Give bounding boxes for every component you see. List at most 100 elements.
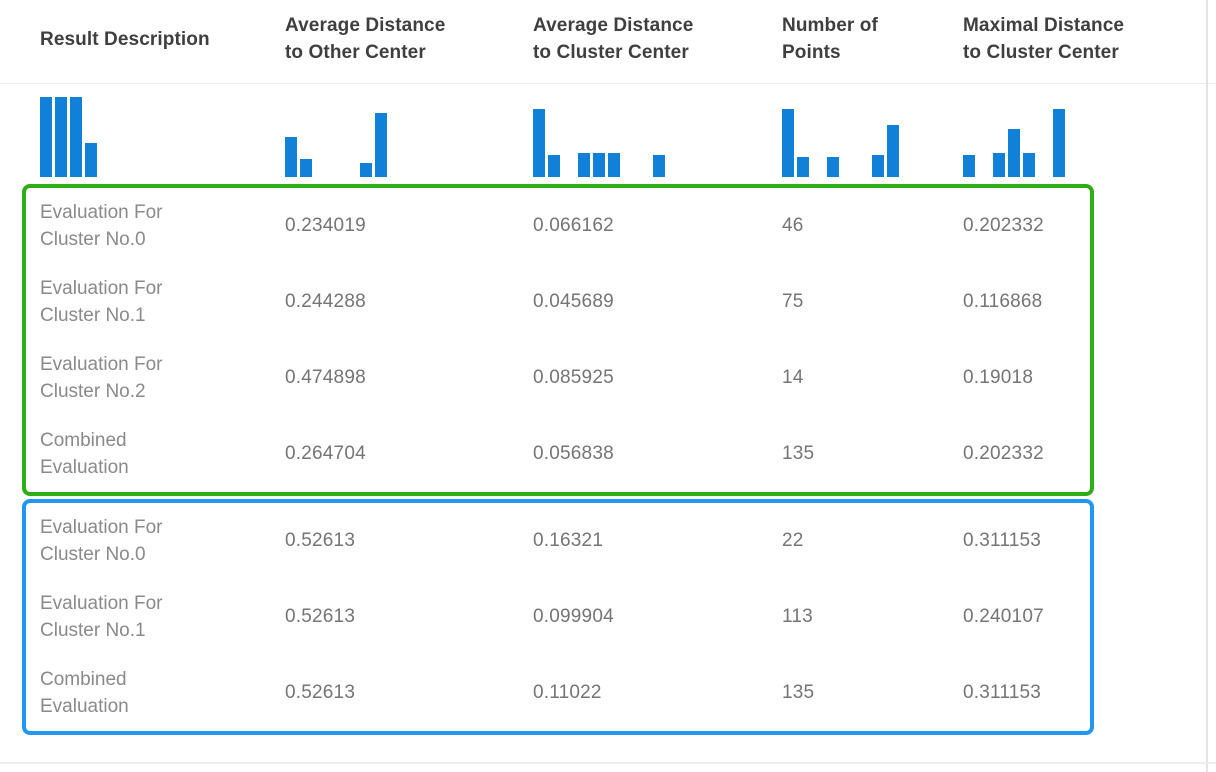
row-label-line: Cluster No.0 (40, 544, 146, 565)
row-label-line: Evaluation (40, 457, 129, 478)
result-row: Evaluation For Cluster No.1 0.244288 0.0456… (26, 264, 1090, 340)
panel-right-border (1206, 0, 1208, 772)
row-label-line: Cluster No.1 (40, 305, 146, 326)
cell-value: 0.056838 (533, 443, 614, 464)
column-header-result-description[interactable]: Result Description (40, 12, 285, 66)
cell-value: 0.311153 (963, 530, 1042, 551)
column-header-line: to Cluster Center (533, 42, 689, 63)
number-of-points-histogram[interactable] (782, 97, 963, 177)
cell-value: 0.234019 (285, 215, 366, 236)
histogram-bar (608, 153, 620, 177)
histogram-bar (1023, 153, 1035, 177)
row-label-line: Combined (40, 669, 127, 690)
cell-value: 0.099904 (533, 606, 614, 627)
histogram-bar (653, 155, 665, 177)
column-header-line: Result Description (40, 28, 210, 50)
column-header-max-distance-cluster-center[interactable]: Maximal Distance to Cluster Center (963, 12, 1216, 66)
histogram-bar (593, 153, 605, 177)
max-distance-cluster-center-histogram[interactable] (963, 97, 1216, 177)
histogram-bar (360, 163, 372, 177)
row-label-line: Cluster No.1 (40, 620, 146, 641)
column-header-line: Points (782, 42, 841, 63)
column-header-avg-distance-other-center[interactable]: Average Distance to Other Center (285, 12, 533, 66)
histogram-bar (782, 109, 794, 177)
histogram-bar (1053, 109, 1065, 177)
cell-value: 22 (782, 530, 804, 551)
cell-value: 135 (782, 443, 815, 464)
cell-value: 0.11022 (533, 682, 602, 703)
column-header-line: Average Distance (533, 15, 694, 36)
cell-value: 14 (782, 367, 804, 388)
result-row: Evaluation For Cluster No.2 0.474898 0.0859… (26, 340, 1090, 416)
histogram-bar (300, 159, 312, 177)
cell-value: 0.202332 (963, 215, 1044, 236)
histogram-bar (533, 109, 545, 177)
result-row: Evaluation For Cluster No.0 0.234019 0.0661… (26, 188, 1090, 264)
row-label: Combined Evaluation (40, 427, 285, 481)
histogram-bar (40, 97, 52, 177)
result-row: Combined Evaluation 0.264704 0.056838 135 0.2… (26, 416, 1090, 492)
cell-value: 0.240107 (963, 606, 1044, 627)
cell-value: 75 (782, 291, 804, 312)
table-header: Result Description Average Distance to Ot… (0, 0, 1216, 84)
row-label-line: Evaluation For (40, 593, 163, 614)
row-label: Evaluation For Cluster No.2 (40, 351, 285, 405)
result-row: Combined Evaluation 0.52613 0.11022 135 0.311… (26, 655, 1090, 731)
cell-value: 46 (782, 215, 804, 236)
cell-value: 0.19018 (963, 367, 1034, 388)
row-label-line: Cluster No.2 (40, 381, 146, 402)
histogram-bar (70, 97, 82, 177)
row-label-line: Combined (40, 430, 127, 451)
histogram-bar (548, 155, 560, 177)
row-label-line: Evaluation For (40, 354, 163, 375)
cell-value: 0.52613 (285, 530, 356, 551)
cell-value: 0.52613 (285, 682, 356, 703)
panel-bottom-border (0, 762, 1216, 764)
cell-value: 0.16321 (533, 530, 604, 551)
histogram-bar (797, 157, 809, 177)
histogram-bar (55, 97, 67, 177)
row-label: Evaluation For Cluster No.1 (40, 275, 285, 329)
cell-value: 0.474898 (285, 367, 366, 388)
cell-value: 0.264704 (285, 443, 366, 464)
cell-value: 0.311153 (963, 682, 1042, 703)
result-description-histogram[interactable] (40, 97, 285, 177)
column-header-line: to Other Center (285, 42, 426, 63)
row-label-line: Evaluation (40, 696, 129, 717)
result-group-model-2: Evaluation For Cluster No.0 0.52613 0.16321… (22, 499, 1094, 735)
column-header-avg-distance-cluster-center[interactable]: Average Distance to Cluster Center (533, 12, 782, 66)
column-header-number-of-points[interactable]: Number of Points (782, 12, 963, 66)
row-label-line: Cluster No.0 (40, 229, 146, 250)
result-group-model-1: Evaluation For Cluster No.0 0.234019 0.0661… (22, 184, 1094, 496)
histogram-bar (1008, 129, 1020, 177)
histogram-bar (993, 153, 1005, 177)
column-header-line: to Cluster Center (963, 42, 1119, 63)
cell-value: 0.52613 (285, 606, 356, 627)
histogram-row (0, 84, 1216, 184)
result-row: Evaluation For Cluster No.1 0.52613 0.09990… (26, 579, 1090, 655)
cell-value: 0.244288 (285, 291, 366, 312)
histogram-bar (887, 125, 899, 177)
cell-value: 0.085925 (533, 367, 614, 388)
cell-value: 135 (782, 682, 815, 703)
row-label-line: Evaluation For (40, 517, 163, 538)
column-header-line: Maximal Distance (963, 15, 1125, 36)
histogram-bar (375, 113, 387, 177)
cell-value: 0.116868 (963, 291, 1043, 312)
avg-distance-other-center-histogram[interactable] (285, 97, 533, 177)
row-label-line: Evaluation For (40, 278, 163, 299)
histogram-bar (872, 155, 884, 177)
histogram-bar (85, 143, 97, 177)
result-row: Evaluation For Cluster No.0 0.52613 0.16321… (26, 503, 1090, 579)
column-header-line: Number of (782, 15, 878, 36)
avg-distance-cluster-center-histogram[interactable] (533, 97, 782, 177)
row-label: Evaluation For Cluster No.0 (40, 514, 285, 568)
histogram-bar (827, 157, 839, 177)
column-header-line: Average Distance (285, 15, 446, 36)
cell-value: 0.066162 (533, 215, 614, 236)
cell-value: 113 (782, 606, 813, 627)
row-label: Combined Evaluation (40, 666, 285, 720)
histogram-bar (963, 155, 975, 177)
cell-value: 0.045689 (533, 291, 614, 312)
